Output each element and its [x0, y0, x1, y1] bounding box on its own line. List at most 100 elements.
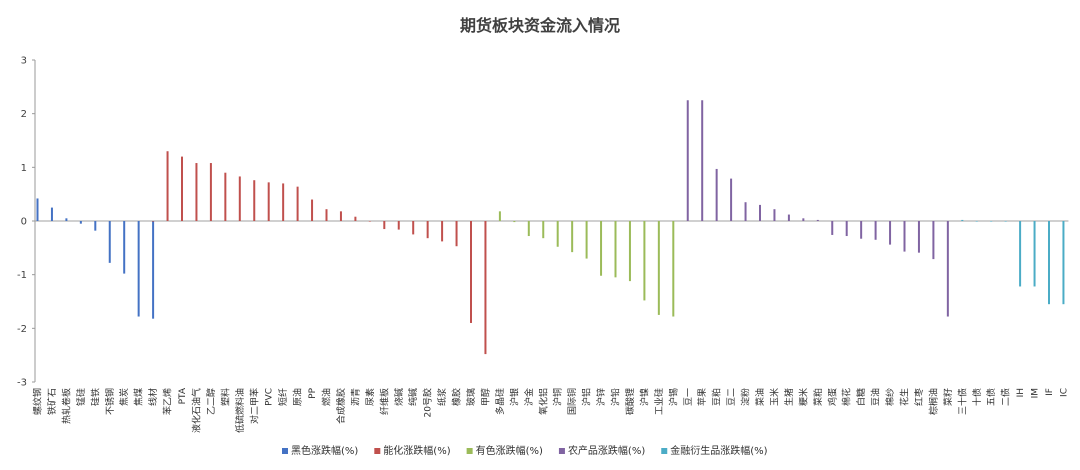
x-category-label: 20号胶: [422, 388, 434, 417]
bar: [209, 163, 212, 221]
y-tick-label: -1: [17, 270, 27, 281]
bar: [368, 221, 371, 222]
x-category-label: PVC: [265, 388, 275, 406]
bar: [917, 221, 920, 253]
bar: [94, 221, 97, 231]
x-category-label: 粳米: [797, 388, 809, 406]
x-category-label: 碳酸锂: [624, 388, 636, 415]
x-category-label: 豆油: [870, 388, 882, 406]
x-category-label: 锰硅: [75, 388, 87, 406]
legend-swatch: [282, 448, 288, 454]
bar: [282, 183, 285, 221]
x-category-label: 菜粕: [812, 388, 824, 406]
legend-label: 金融衍生品涨跌幅(%): [670, 444, 767, 457]
x-category-label: 花生: [899, 388, 911, 406]
x-category-label: 国际铜: [566, 388, 578, 415]
legend-swatch: [558, 448, 565, 454]
legend-label: 黑色涨跌幅(%): [291, 444, 358, 457]
bar: [253, 180, 256, 221]
bar: [802, 218, 805, 221]
bar: [686, 100, 689, 221]
bar: [152, 221, 155, 319]
y-tick-label: -2: [17, 324, 27, 335]
x-category-label: 红枣: [913, 388, 925, 406]
x-category-label: 苹果: [696, 388, 708, 406]
bar: [238, 176, 241, 221]
x-category-label: 沪银: [508, 388, 520, 406]
bar: [36, 198, 39, 221]
bar: [137, 221, 140, 317]
x-category-label: 短纤: [277, 388, 289, 406]
x-category-label: 纯碱: [407, 388, 419, 406]
bar: [224, 172, 227, 221]
bar: [1004, 221, 1007, 222]
bar: [527, 221, 530, 237]
x-category-label: IM: [1031, 388, 1041, 398]
x-category-label: 豆粕: [711, 388, 723, 406]
bar: [990, 221, 993, 222]
x-category-label: 沥青: [349, 388, 361, 406]
bar: [65, 218, 68, 221]
x-category-label: 合成橡胶: [335, 388, 347, 424]
x-category-label: 菜籽: [942, 388, 954, 406]
bar: [889, 221, 892, 245]
bar: [932, 221, 935, 260]
bar: [484, 221, 487, 355]
x-category-label: IF: [1045, 388, 1055, 396]
bar: [744, 202, 747, 221]
x-category-label: 淀粉: [740, 388, 752, 406]
bar: [643, 221, 646, 301]
x-category-label: IH: [1016, 388, 1026, 397]
x-category-label: 纸浆: [436, 388, 448, 406]
legend-label: 农产品涨跌幅(%): [568, 444, 645, 457]
x-category-label: 焦煤: [133, 388, 145, 406]
bar: [412, 221, 415, 235]
bar: [556, 221, 559, 247]
bar: [339, 211, 342, 221]
x-category-label: 沪锡: [667, 388, 679, 406]
x-category-label: 多晶硅: [494, 388, 506, 415]
x-category-label: 沪金: [523, 388, 535, 406]
bar: [397, 221, 400, 230]
bar: [975, 221, 978, 222]
x-category-label: 对二甲苯: [248, 388, 260, 424]
x-category-label: 沪锌: [595, 388, 607, 406]
bar: [354, 216, 357, 221]
bar: [845, 221, 848, 237]
x-category-label: 沪铅: [610, 388, 622, 406]
bar: [426, 221, 429, 239]
x-category-label: 工业硅: [653, 388, 665, 415]
x-category-label: 苯乙烯: [162, 388, 174, 415]
bar: [946, 221, 949, 317]
x-category-label: 三十债: [956, 388, 968, 415]
chart-title: 期货板块资金流入情况: [459, 16, 620, 35]
bar: [166, 151, 169, 221]
bar: [311, 199, 314, 221]
x-category-label: 线材: [147, 388, 159, 406]
x-category-label: 棉花: [841, 388, 853, 406]
bar: [600, 221, 603, 276]
bar: [730, 178, 733, 221]
x-category-label: 螺纹钢: [32, 388, 44, 415]
bar: [787, 214, 790, 221]
bar: [79, 221, 82, 224]
bar: [961, 219, 964, 221]
bar: [860, 221, 863, 239]
bar: [571, 221, 574, 253]
bar: [1048, 221, 1050, 305]
bar: [325, 209, 328, 221]
x-category-label: 铁矿石: [46, 388, 58, 415]
x-category-label: PTA: [178, 387, 188, 404]
x-category-label: 烧碱: [393, 388, 405, 406]
legend-swatch: [661, 448, 668, 454]
bar: [195, 163, 198, 221]
x-category-label: 白糖: [855, 388, 867, 406]
x-category-label: 乙二醇: [205, 388, 217, 415]
x-category-label: 纤维板: [378, 388, 390, 415]
bar: [470, 221, 472, 323]
bar: [614, 221, 617, 278]
y-tick-label: 0: [21, 217, 27, 228]
bar: [701, 100, 704, 221]
x-category-label: 沪铝: [581, 388, 593, 406]
